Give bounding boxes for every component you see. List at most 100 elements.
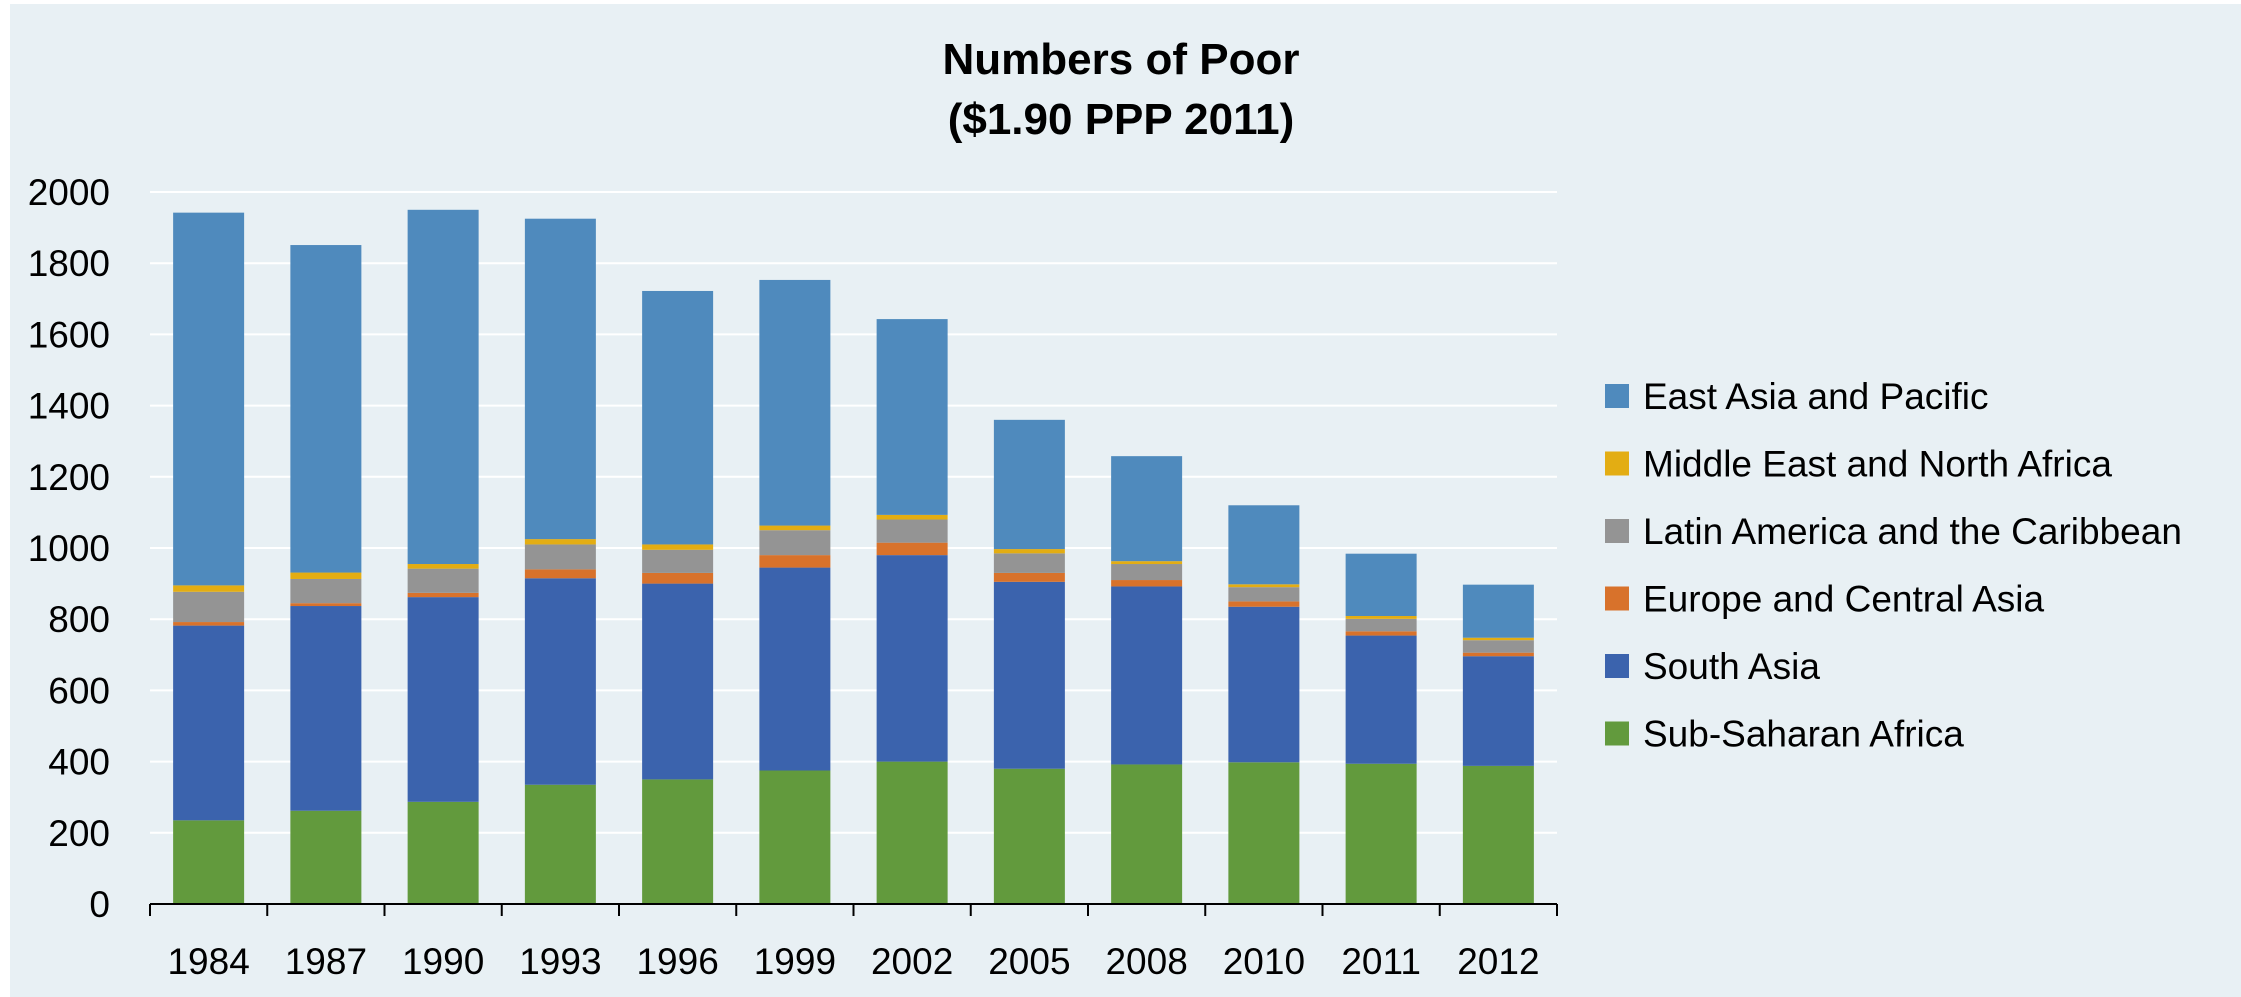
bar-segment (993, 419, 1065, 550)
bar-segment (642, 549, 714, 573)
bar-segment (1111, 586, 1183, 765)
bar-segment (759, 525, 831, 531)
bar-segment (1111, 456, 1183, 562)
y-tick-label: 1200 (28, 457, 110, 498)
legend-label: Latin America and the Caribbean (1643, 511, 2182, 552)
bar-segment (1345, 635, 1417, 764)
y-tick-label: 400 (48, 742, 110, 783)
bar-segment (1345, 631, 1417, 636)
bar-segment (759, 279, 831, 526)
legend-label: Europe and Central Asia (1643, 579, 2045, 620)
bar-segment (173, 622, 245, 626)
chart-title: Numbers of Poor (943, 35, 1300, 84)
x-tick-label: 2011 (1341, 941, 1421, 982)
legend-swatch (1605, 384, 1629, 408)
legend-swatch (1605, 451, 1629, 476)
bar-segment (290, 603, 362, 607)
legend-label: Middle East and North Africa (1643, 444, 2112, 485)
y-tick-label: 1800 (28, 243, 110, 284)
bar-segment (1228, 606, 1300, 763)
chart: Numbers of Poor ($1.90 PPP 2011) 0 200 400… (28, 35, 2182, 982)
bar-segment (993, 572, 1065, 582)
axes: 0 200 400 600 800 1000 1200 1400 1600 1800 2000 198… (28, 172, 1558, 982)
y-tick-label: 1400 (28, 386, 110, 427)
bar-segment (407, 592, 479, 598)
bar-segment (1462, 637, 1534, 641)
bar-segment (642, 779, 714, 904)
bar-segment (1462, 656, 1534, 766)
bar-segment (407, 564, 479, 569)
x-tick-label: 2008 (1105, 941, 1187, 982)
bar-segment (1111, 580, 1183, 587)
bar-segment (642, 572, 714, 584)
x-tick-label: 1987 (285, 941, 367, 982)
bar-segment (173, 585, 245, 592)
bar-segment (759, 555, 831, 568)
bar-segment (993, 768, 1065, 904)
bar-segment (876, 761, 948, 904)
y-tick-label: 800 (48, 599, 110, 640)
bar-segment (407, 801, 479, 904)
bar-segment (290, 606, 362, 811)
bar-segment (993, 549, 1065, 554)
bar-segment (642, 583, 714, 780)
x-tick-label: 2012 (1457, 941, 1539, 982)
bar-segment (524, 544, 596, 570)
bar-segment (1345, 618, 1417, 632)
bar-segment (524, 218, 596, 540)
bar-segment (876, 555, 948, 762)
bar-segment (407, 568, 479, 593)
bar-segment (1228, 587, 1300, 602)
bar-segment (524, 784, 596, 904)
bar-segment (759, 770, 831, 904)
y-tick-label: 600 (48, 670, 110, 711)
bar-segment (173, 212, 245, 586)
legend: East Asia and Pacific Middle East and Nor… (1605, 376, 2182, 755)
bar-segment (290, 810, 362, 904)
legend-label: East Asia and Pacific (1643, 376, 1989, 417)
bar-segment (1228, 762, 1300, 904)
bar-segment (290, 572, 362, 579)
bar-segment (876, 514, 948, 520)
legend-swatch (1605, 721, 1629, 746)
bar-segment (1345, 553, 1417, 616)
bar-segment (1345, 763, 1417, 904)
x-tick-label: 1999 (754, 941, 836, 982)
x-tick-label: 1996 (636, 941, 718, 982)
bar-segment (1462, 640, 1534, 653)
bar-segment (173, 625, 245, 821)
bar-segment (876, 542, 948, 556)
chart-subtitle: ($1.90 PPP 2011) (948, 95, 1295, 144)
bar-segment (759, 567, 831, 771)
bar-segment (173, 820, 245, 904)
bar-segment (173, 591, 245, 623)
bar-segment (1462, 652, 1534, 657)
chart-frame: Numbers of Poor ($1.90 PPP 2011) 0 200 400… (10, 4, 2241, 997)
bar-segment (1228, 505, 1300, 585)
bar-segment (1462, 584, 1534, 638)
y-tick-label: 1000 (28, 528, 110, 569)
bar-segment (1111, 564, 1183, 581)
bar-segment (524, 578, 596, 785)
bar-segment (876, 519, 948, 543)
bar-segment (407, 209, 479, 565)
legend-swatch (1605, 586, 1629, 611)
bar-segment (1228, 584, 1300, 588)
x-tick-label: 2002 (871, 941, 953, 982)
bar-segment (642, 290, 714, 545)
bar-segment (876, 319, 948, 515)
bar-segment (407, 597, 479, 802)
bar-segment (290, 245, 362, 573)
legend-swatch (1605, 519, 1629, 543)
bar-segment (1111, 561, 1183, 565)
x-tick-label: 1993 (519, 941, 601, 982)
bar-segment (1111, 764, 1183, 904)
y-tick-label: 2000 (28, 172, 110, 213)
bar-segment (1228, 601, 1300, 607)
x-tick-label: 2010 (1223, 941, 1305, 982)
bar-segment (993, 581, 1065, 769)
x-tick-label: 2005 (988, 941, 1070, 982)
legend-label: South Asia (1643, 646, 1820, 687)
legend-swatch (1605, 654, 1629, 678)
bar-segment (524, 569, 596, 579)
